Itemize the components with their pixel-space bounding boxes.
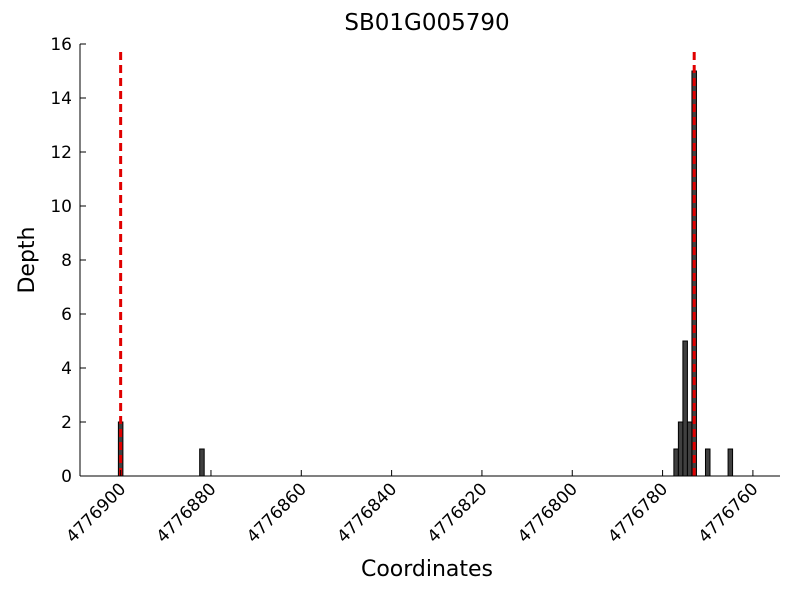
bar	[704, 448, 711, 477]
x-axis-label: Coordinates	[361, 557, 493, 582]
y-tick-label: 14	[50, 89, 72, 109]
y-tick-label: 12	[50, 143, 72, 163]
y-tick-label: 16	[50, 35, 72, 55]
x-tick-label: 4776860	[243, 479, 311, 547]
x-tick-label: 4776780	[604, 479, 672, 547]
x-tick-label: 4776760	[695, 479, 763, 547]
y-axis-label: Depth	[15, 226, 40, 293]
x-tick-label: 4776900	[62, 479, 130, 547]
bar	[673, 448, 679, 477]
x-tick-label: 4776840	[333, 479, 401, 547]
x-tick-label: 4776880	[153, 479, 221, 547]
x-tick-label: 4776800	[514, 479, 582, 547]
bar	[682, 340, 688, 477]
bar	[686, 421, 693, 477]
bar	[199, 448, 205, 477]
y-tick-label: 2	[61, 413, 72, 433]
x-tick-label: 4776820	[424, 479, 492, 547]
y-tick-label: 0	[61, 467, 72, 487]
y-tick-label: 6	[61, 305, 72, 325]
chart-title: SB01G005790	[344, 10, 509, 36]
bar	[677, 421, 684, 477]
bar	[727, 448, 734, 477]
y-tick-label: 8	[61, 251, 72, 271]
y-tick-label: 10	[50, 197, 72, 217]
y-tick-label: 4	[61, 359, 72, 379]
